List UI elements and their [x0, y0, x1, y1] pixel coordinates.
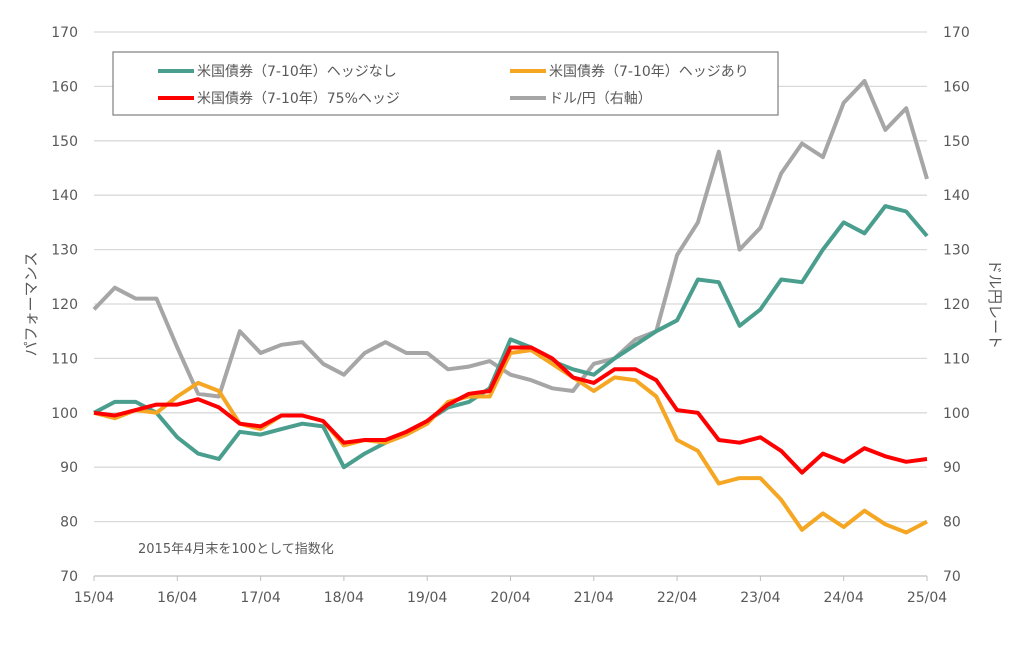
y-tick-label: 120	[51, 297, 78, 313]
x-tick-label: 21/04	[574, 590, 614, 606]
legend-label-3: ドル/円（右軸）	[549, 91, 652, 107]
y-tick-label: 130	[51, 243, 78, 259]
y-tick-label: 70	[60, 569, 78, 585]
y2-axis-label: ドル円レート	[986, 259, 1004, 349]
series-line-2	[93, 345, 928, 475]
legend-label-1: 米国債券（7-10年）ヘッジあり	[549, 64, 749, 80]
y2-tick-label: 120	[943, 297, 970, 313]
legend-label-2: 米国債券（7-10年）75%ヘッジ	[197, 91, 400, 107]
y2-tick-label: 70	[943, 569, 961, 585]
series-line-1	[93, 348, 928, 535]
x-tick-label: 16/04	[157, 590, 197, 606]
y2-tick-label: 130	[943, 243, 970, 259]
y2-tick-label: 90	[943, 460, 961, 476]
y-tick-label: 110	[51, 351, 78, 367]
annotation: 2015年4月末を100として指数化	[138, 542, 334, 557]
y2-tick-label: 100	[943, 406, 970, 422]
x-tick-label: 19/04	[407, 590, 447, 606]
right-y-ticks: 70 80 90 100 110 120 130 140 150 160 170	[943, 25, 970, 585]
y2-tick-label: 160	[943, 79, 970, 95]
gridlines	[94, 31, 927, 577]
x-tick-label: 22/04	[657, 590, 697, 606]
x-tick-label: 25/04	[907, 590, 947, 606]
legend-label-0: 米国債券（7-10年）ヘッジなし	[197, 64, 397, 80]
x-tick-label: 15/04	[74, 590, 114, 606]
y-tick-label: 170	[51, 25, 78, 41]
legend: 米国債券（7-10年）ヘッジなし 米国債券（7-10年）ヘッジあり 米国債券（7…	[112, 51, 779, 116]
y-tick-label: 80	[60, 515, 78, 531]
y-tick-label: 140	[51, 188, 78, 204]
series-lines	[92, 79, 929, 535]
x-tick-label: 17/04	[240, 590, 280, 606]
y-tick-label: 150	[51, 134, 78, 150]
y2-tick-label: 110	[943, 351, 970, 367]
x-tick-label: 18/04	[324, 590, 364, 606]
y2-tick-label: 150	[943, 134, 970, 150]
y-tick-label: 100	[51, 406, 78, 422]
y-tick-label: 90	[60, 460, 78, 476]
left-y-ticks: 70 80 90 100 110 120 130 140 150 160 170	[51, 25, 78, 585]
x-tick-label: 20/04	[490, 590, 530, 606]
y-axis-label: パフォーマンス	[22, 252, 40, 357]
y2-tick-label: 140	[943, 188, 970, 204]
x-ticks: 15/04 16/04 17/04 18/04 19/04 20/04 21/04 22/04…	[74, 576, 947, 606]
series-line-0	[93, 204, 929, 470]
y2-tick-label: 80	[943, 515, 961, 531]
y2-tick-label: 170	[943, 25, 970, 41]
y-tick-label: 160	[51, 79, 78, 95]
x-tick-label: 24/04	[824, 590, 864, 606]
series-line-3	[92, 79, 929, 399]
x-tick-label: 23/04	[740, 590, 780, 606]
